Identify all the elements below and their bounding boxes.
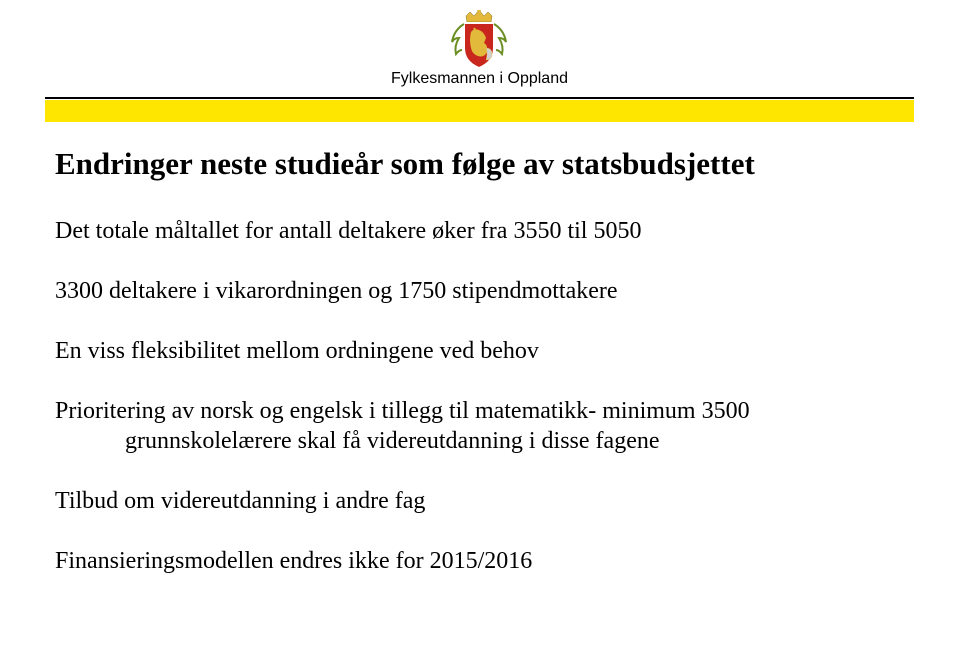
body-line: 3300 deltakere i vikarordningen og 1750 … <box>55 276 909 306</box>
slide-header: Fylkesmannen i Oppland <box>0 0 959 115</box>
header-subtitle: Fylkesmannen i Oppland <box>0 70 959 88</box>
body-lines: Det totale måltallet for antall deltaker… <box>55 216 909 576</box>
slide-title: Endringer neste studieår som følge av st… <box>55 145 909 182</box>
body-line: En viss fleksibilitet mellom ordningene … <box>55 336 909 366</box>
coat-of-arms-icon <box>444 10 514 75</box>
body-line: Finansieringsmodellen endres ikke for 20… <box>55 546 909 576</box>
body-line: Tilbud om videreutdanning i andre fag <box>55 486 909 516</box>
slide-content: Endringer neste studieår som følge av st… <box>0 115 959 576</box>
body-line: Prioritering av norsk og engelsk i tille… <box>55 396 909 456</box>
header-divider <box>45 97 914 99</box>
header-yellow-bar <box>45 100 914 122</box>
body-line: Det totale måltallet for antall deltaker… <box>55 216 909 246</box>
